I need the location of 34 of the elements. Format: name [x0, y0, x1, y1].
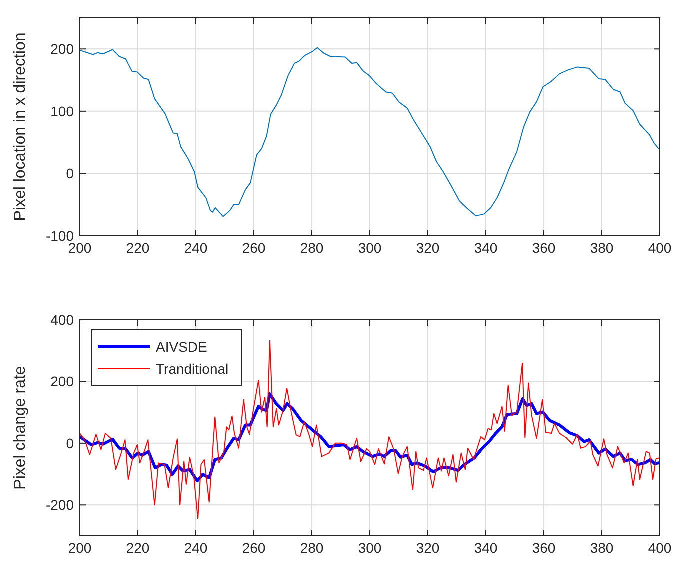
- x-tick-label: 220: [126, 540, 150, 556]
- line-series: [80, 340, 660, 520]
- y-tick-label: 0: [66, 166, 74, 182]
- y-tick-label: 200: [50, 374, 74, 390]
- x-tick-label: 300: [358, 540, 382, 556]
- x-tick-label: 380: [590, 240, 614, 256]
- y-tick-label: 200: [50, 41, 74, 58]
- legend-label: AIVSDE: [156, 338, 208, 355]
- x-tick-label: 260: [242, 540, 266, 556]
- y-tick-label: 400: [50, 312, 74, 328]
- x-tick-label: 400: [648, 240, 672, 256]
- x-tick-label: 360: [532, 240, 556, 256]
- x-tick-label: 360: [532, 540, 556, 556]
- x-tick-label: 320: [416, 240, 440, 256]
- line-series: [80, 47, 660, 218]
- x-tick-label: 380: [590, 540, 614, 556]
- y-axis-title: Pixel change rate: [12, 366, 29, 490]
- x-tick-label: 340: [474, 240, 498, 256]
- y-axis-title: Pixel location in x direction: [12, 32, 29, 222]
- y-tick-label: 100: [50, 103, 74, 120]
- x-tick-label: 300: [358, 240, 382, 256]
- x-tick-label: 400: [648, 540, 672, 556]
- x-tick-label: 280: [300, 540, 324, 556]
- x-tick-label: 240: [184, 540, 208, 556]
- x-tick-label: 340: [474, 540, 498, 556]
- x-tick-label: 240: [184, 240, 208, 256]
- x-tick-label: 280: [300, 240, 324, 256]
- y-tick-label: 0: [66, 435, 74, 452]
- x-tick-label: 260: [242, 240, 266, 256]
- x-tick-label: 320: [416, 540, 440, 556]
- y-tick-label: -100: [46, 228, 74, 244]
- y-tick-label: -200: [46, 497, 74, 514]
- x-tick-label: 220: [126, 240, 150, 256]
- legend-label: Tranditional: [156, 360, 229, 377]
